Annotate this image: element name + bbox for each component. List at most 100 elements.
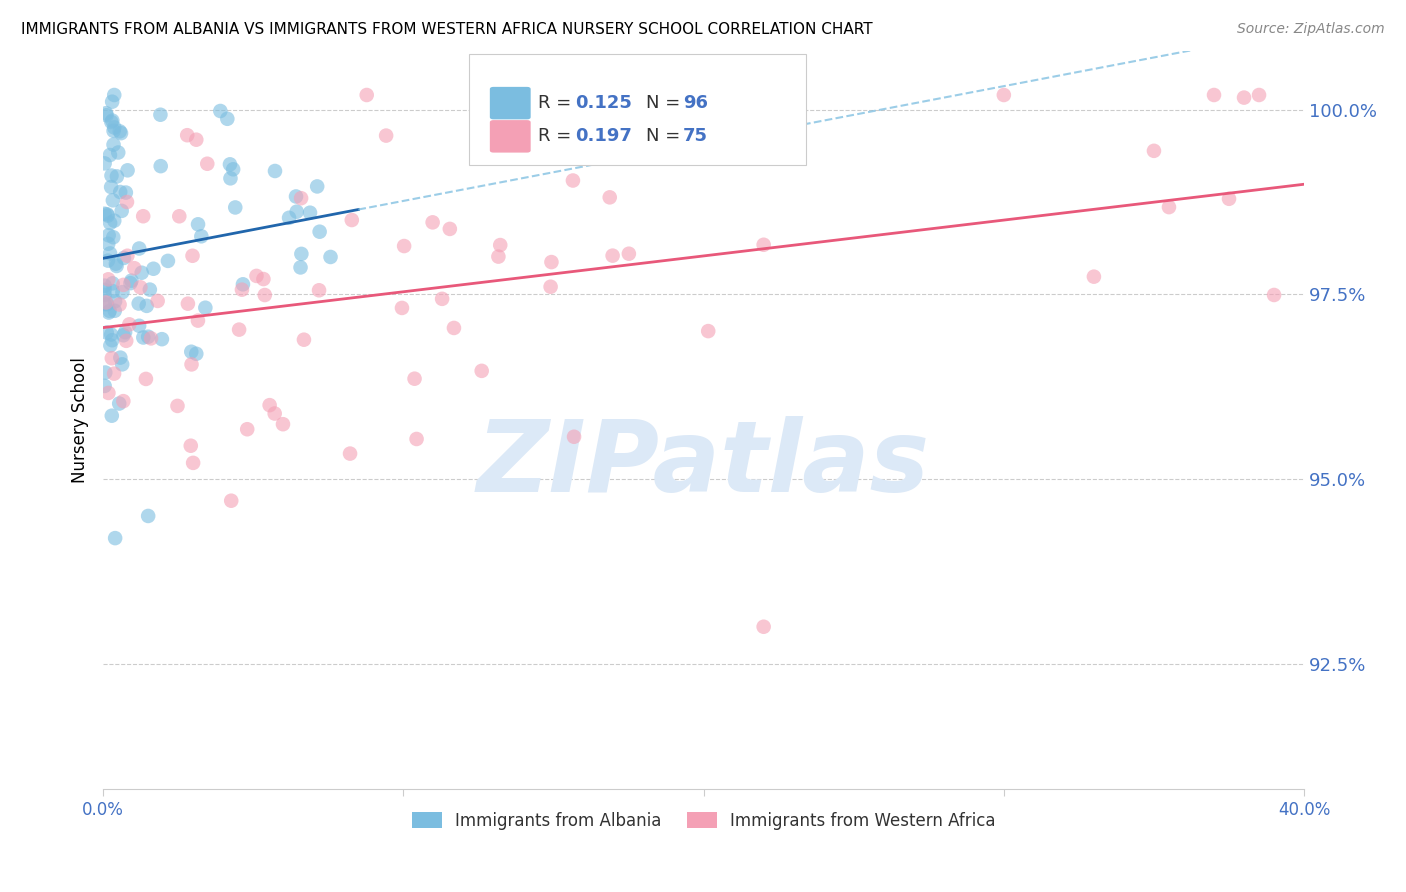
Point: [93, 297, 115, 311]
Point: [115, 334, 138, 348]
Y-axis label: Nursery School: Nursery School: [72, 357, 89, 483]
Point: [278, 211, 301, 225]
Point: [104, 303, 127, 318]
Text: 0.197: 0.197: [575, 128, 631, 145]
Point: [101, 95, 124, 109]
Point: [486, 250, 509, 264]
Point: [112, 277, 135, 292]
Point: [285, 189, 308, 203]
Point: [617, 246, 640, 260]
Point: [245, 268, 267, 283]
Legend: Immigrants from Albania, Immigrants from Western Africa: Immigrants from Albania, Immigrants from…: [405, 805, 1002, 837]
Point: [101, 277, 124, 291]
Point: [1083, 269, 1105, 284]
Point: [108, 297, 131, 311]
Point: [101, 409, 124, 423]
Point: [439, 222, 461, 236]
Text: N =: N =: [645, 95, 681, 112]
Point: [94, 366, 117, 380]
Point: [290, 247, 312, 261]
Point: [103, 137, 125, 152]
Point: [186, 347, 208, 361]
Point: [181, 456, 204, 470]
Point: [103, 213, 125, 227]
Point: [104, 531, 127, 545]
Point: [96, 108, 118, 122]
Point: [271, 417, 294, 432]
Point: [177, 296, 200, 310]
Point: [107, 145, 129, 160]
Point: [132, 330, 155, 344]
Point: [562, 430, 585, 444]
Point: [103, 124, 125, 138]
Point: [111, 357, 134, 371]
Point: [93, 207, 115, 221]
Point: [128, 242, 150, 256]
Point: [264, 164, 287, 178]
Text: ZIPatlas: ZIPatlas: [477, 416, 931, 513]
Point: [98, 246, 121, 260]
Point: [128, 296, 150, 310]
Point: [540, 279, 562, 293]
Point: [115, 186, 138, 200]
Point: [169, 209, 191, 223]
Point: [187, 313, 209, 327]
Point: [602, 249, 624, 263]
Point: [236, 422, 259, 436]
Point: [117, 163, 139, 178]
Point: [101, 351, 124, 366]
Point: [100, 180, 122, 194]
Point: [136, 508, 159, 523]
Point: [422, 215, 444, 229]
Point: [339, 447, 361, 461]
Point: [224, 201, 246, 215]
Point: [217, 112, 239, 126]
Point: [405, 432, 427, 446]
Point: [222, 162, 245, 177]
Point: [104, 294, 127, 309]
Point: [108, 185, 131, 199]
Point: [104, 257, 127, 271]
Point: [105, 259, 128, 273]
Point: [231, 283, 253, 297]
Point: [187, 217, 209, 231]
Point: [128, 318, 150, 333]
Point: [98, 304, 121, 318]
Point: [131, 266, 153, 280]
Point: [93, 288, 115, 302]
Point: [114, 325, 136, 339]
Point: [135, 299, 157, 313]
Point: [259, 398, 281, 412]
Point: [993, 87, 1015, 102]
Point: [228, 323, 250, 337]
Point: [100, 115, 122, 129]
Point: [142, 261, 165, 276]
Point: [139, 331, 162, 345]
Point: [111, 203, 134, 218]
Point: [195, 157, 218, 171]
Point: [285, 204, 308, 219]
Point: [124, 261, 146, 276]
Point: [180, 344, 202, 359]
Point: [697, 324, 720, 338]
Point: [93, 379, 115, 393]
Point: [117, 249, 139, 263]
Point: [194, 301, 217, 315]
Point: [150, 332, 173, 346]
Point: [180, 358, 202, 372]
Point: [209, 103, 232, 118]
Text: Source: ZipAtlas.com: Source: ZipAtlas.com: [1237, 22, 1385, 37]
Point: [391, 301, 413, 315]
Point: [340, 213, 363, 227]
Point: [176, 128, 198, 143]
Point: [135, 372, 157, 386]
Point: [96, 297, 118, 311]
Point: [166, 399, 188, 413]
Point: [103, 120, 125, 135]
Point: [252, 272, 274, 286]
Point: [115, 194, 138, 209]
Point: [110, 351, 132, 365]
Point: [219, 157, 242, 171]
Point: [105, 169, 128, 184]
Text: N =: N =: [645, 128, 681, 145]
